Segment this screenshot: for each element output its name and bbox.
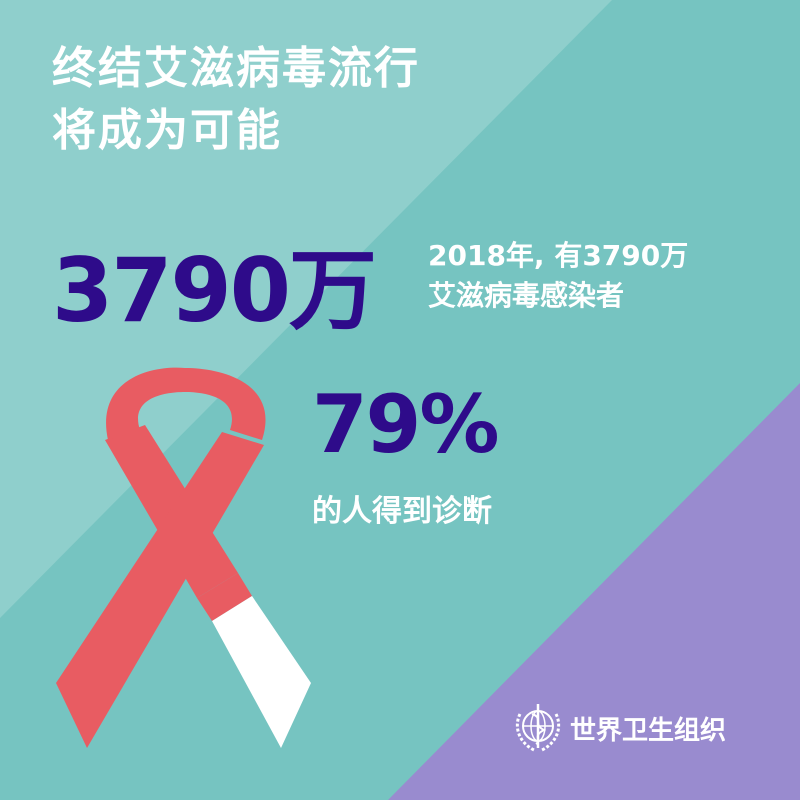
headline-line1: 终结艾滋病毒流行 bbox=[52, 43, 420, 94]
who-emblem-icon bbox=[515, 704, 561, 752]
headline-line2: 将成为可能 bbox=[52, 105, 282, 156]
diagnosed-percent: 79% bbox=[312, 378, 499, 471]
infected-description: 2018年, 有3790万 艾滋病毒感染者 bbox=[428, 236, 688, 316]
diagnosed-description: 的人得到诊断 bbox=[312, 494, 492, 529]
who-name: 世界卫生组织 bbox=[570, 715, 727, 746]
infected-desc-line2: 艾滋病毒感染者 bbox=[428, 279, 625, 312]
purple-corner bbox=[388, 383, 800, 800]
who-logo: 世界卫生组织 bbox=[512, 700, 726, 756]
infected-desc-line1: 2018年, 有3790万 bbox=[428, 239, 689, 272]
headline: 终结艾滋病毒流行 将成为可能 bbox=[52, 38, 420, 162]
infected-count: 3790万 bbox=[52, 239, 377, 342]
